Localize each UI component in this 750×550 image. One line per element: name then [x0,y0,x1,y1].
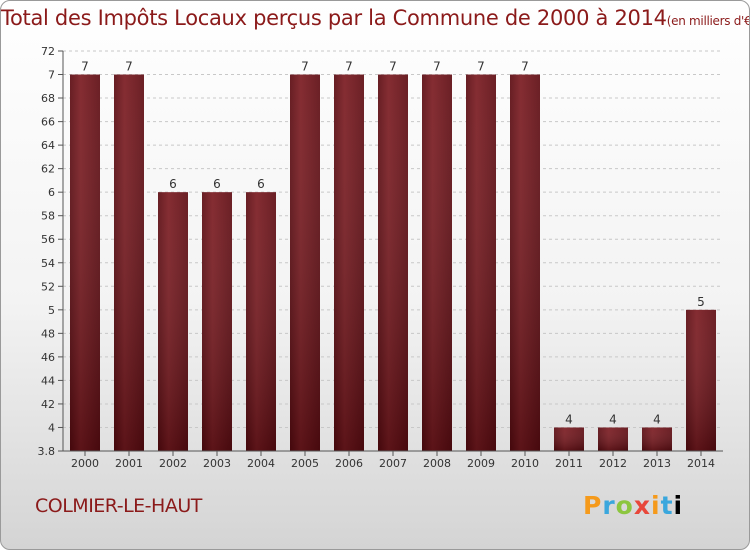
x-tick-label: 2011 [555,457,583,470]
y-tick-label: 56 [41,233,55,246]
y-tick-label: 42 [41,398,55,411]
bar-shade [378,74,408,451]
bar-shade [290,74,320,451]
y-tick-label: 48 [41,327,55,340]
bar-shade [642,427,672,451]
bar-value-label: 6 [213,177,221,191]
bar-value-label: 4 [653,412,661,426]
proxiti-logo: Proxiti [583,491,683,520]
bar-value-label: 7 [301,60,309,74]
bar-shade [554,427,584,451]
bar-shade [510,74,540,451]
x-tick-label: 2004 [247,457,275,470]
x-tick-label: 2009 [467,457,495,470]
bar-value-label: 4 [565,412,573,426]
y-tick-label: 6 [48,186,55,199]
bar-shade [70,74,100,451]
logo-letter: i [673,491,684,520]
bar-value-label: 6 [169,177,177,191]
bar-shade [334,74,364,451]
bar-value-label: 6 [257,177,265,191]
y-tick-label: 52 [41,280,55,293]
logo-letter: P [583,491,603,520]
bar-value-label: 5 [697,295,705,309]
x-tick-label: 2007 [379,457,407,470]
y-tick-label: 7 [48,69,55,82]
bar-value-label: 7 [81,60,89,74]
x-tick-label: 2010 [511,457,539,470]
x-tick-label: 2008 [423,457,451,470]
x-tick-label: 2001 [115,457,143,470]
logo-letter: o [615,491,634,520]
y-tick-label: 4 [48,421,55,434]
bar-value-label: 7 [125,60,133,74]
bar-value-label: 7 [345,60,353,74]
bar-shade [422,74,452,451]
x-tick-label: 2006 [335,457,363,470]
title-text: Total des Impôts Locaux perçus par la Co… [1,6,667,30]
bar-shade [686,309,716,451]
y-tick-label: 66 [41,116,55,129]
x-tick-label: 2014 [687,457,715,470]
y-tick-label: 58 [41,210,55,223]
x-tick-label: 2002 [159,457,187,470]
bar-shade [246,192,276,452]
x-tick-label: 2013 [643,457,671,470]
y-tick-label: 54 [41,257,55,270]
y-tick-label: 3.8 [38,445,56,458]
logo-letter: t [660,491,674,520]
x-axis: 2000 2001 2002 2003 2004 2005 2006 2007 2008 2009… [63,450,723,470]
y-tick-label: 5 [48,304,55,317]
bar-shade [158,192,188,452]
commune-name: COLMIER-LE-HAUT [35,495,202,517]
logo-letter: r [602,491,616,520]
title-unit: (en milliers d'€) [666,14,750,28]
bar-value-label: 7 [433,60,441,74]
x-tick-label: 2003 [203,457,231,470]
x-tick-label: 2000 [71,457,99,470]
y-tick-label: 68 [41,92,55,105]
bar-shade [466,74,496,451]
bar-shade [114,74,144,451]
logo-letter: x [633,491,651,520]
y-tick-label: 64 [41,139,55,152]
y-tick-label: 72 [41,45,55,58]
logo-letter: i [651,491,661,520]
bar-value-label: 4 [609,412,617,426]
bar-value-label: 7 [521,60,529,74]
bars: 7 7 6 6 6 7 7 7 7 7 7 4 4 4 5 [70,60,716,452]
chart-title: Total des Impôts Locaux perçus par la Co… [1,6,750,30]
x-tick-label: 2012 [599,457,627,470]
y-tick-label: 62 [41,163,55,176]
bar-value-label: 7 [389,60,397,74]
y-axis: 3.8 4 42 44 46 48 5 52 54 56 58 6 62 64 66 68 7 72 [38,45,64,458]
y-tick-label: 44 [41,374,55,387]
bar-shade [598,427,628,451]
bar-value-label: 7 [477,60,485,74]
y-tick-label: 46 [41,351,55,364]
x-tick-label: 2005 [291,457,319,470]
bar-shade [202,192,232,452]
